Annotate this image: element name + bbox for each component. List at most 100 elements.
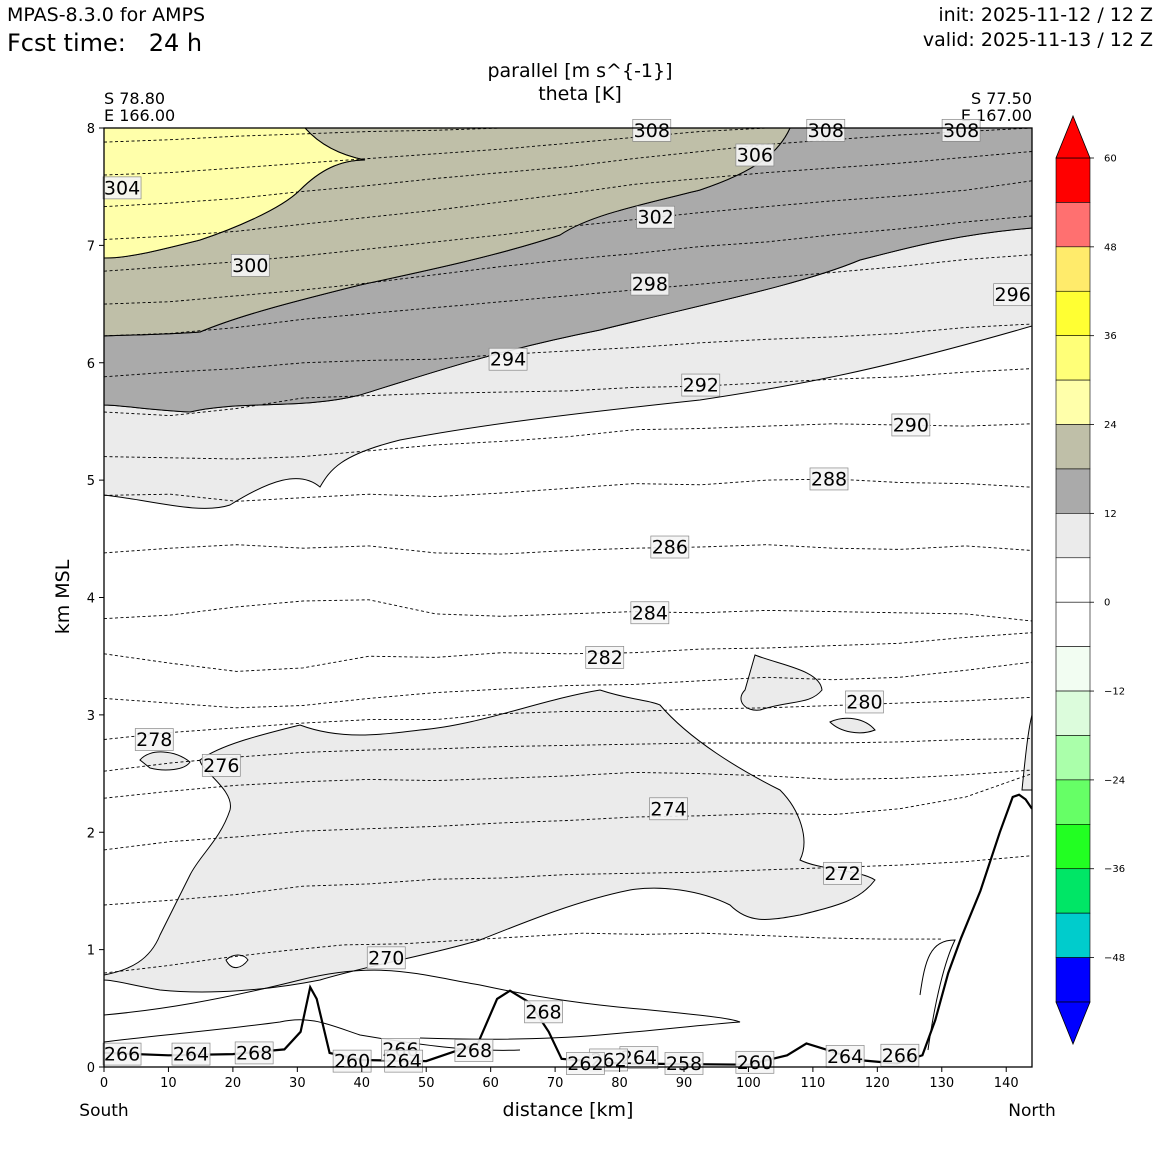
x-tick-label: 0 [100,1076,108,1091]
forecast-time: Fcst time: 24 h [7,29,203,57]
low-wind-contour-b [104,1019,521,1051]
theta-label-13: 286 [650,535,690,559]
y-tick-label: 1 [87,944,95,959]
theta-line-7 [104,632,1032,672]
theta-label-text: 270 [368,947,404,969]
theta-label-text: 296 [995,284,1031,306]
fill-small-blob-right [740,654,823,711]
theta-line-9 [104,544,1032,555]
theta-label-text: 268 [456,1040,492,1062]
theta-label-27: 266 [880,1043,920,1067]
x-tick-label: 50 [418,1076,435,1091]
y-axis-ticks: 0 1 2 3 4 5 6 7 8 [87,122,104,1076]
x-tick-label: 90 [676,1076,693,1091]
theta-label-text: 268 [525,1001,561,1023]
theta-label-14: 284 [630,601,670,624]
theta-label-text: 304 [104,177,140,199]
theta-label-text: 308 [634,120,670,142]
y-tick-label: 3 [87,709,95,724]
x-tick-label: 40 [354,1076,371,1091]
theta-label-text: 290 [893,414,929,436]
theta-label-text: 272 [824,863,860,885]
right-endpoint-lat: S 77.50 [970,89,1032,108]
init-time: init: 2025-11-12 / 12 Z [938,4,1153,26]
theta-line-1 [104,855,1032,906]
low-wind-contour-c [919,939,956,1051]
theta-label-text: 274 [650,798,686,820]
x-axis-label: distance [km] [502,1099,634,1121]
chart-title: parallel [m s^{-1}] [487,60,673,82]
theta-label-8: 296 [993,283,1033,306]
y-tick-label: 0 [87,1061,95,1076]
theta-label-3: 306 [735,143,775,166]
fill-low-level-jet [104,689,876,993]
theta-label-9: 294 [488,347,528,371]
theta-label-19: 274 [649,797,688,820]
left-endpoint-lat: S 78.80 [104,89,166,108]
wind-speed-fills [104,128,1032,1051]
y-tick-label: 7 [87,239,95,254]
theta-label-text: 276 [203,755,239,777]
theta-line-5 [104,696,1032,740]
theta-label-22: 268 [524,1000,563,1023]
theta-label-1: 308 [806,118,846,142]
theta-label-4: 304 [102,176,142,199]
theta-label-24: 268 [234,1041,274,1064]
x-axis-ticks: 0 10 20 30 40 50 60 70 80 90 100 110 120 130 140 [100,1067,1019,1091]
theta-line-10 [104,478,1032,502]
fill-blob-near-ground [225,954,249,968]
low-wind-contour-a [104,969,741,1040]
theta-label-text: 264 [386,1051,422,1073]
theta-label-text: 268 [236,1042,272,1064]
theta-label-text: 308 [808,120,844,142]
x-tick-label: 30 [289,1076,306,1091]
theta-label-33: 262 [566,1052,605,1075]
theta-label-21: 270 [366,946,406,969]
direction-south: South [79,1101,129,1121]
y-tick-label: 5 [87,474,95,489]
chart-subtitle: theta [K] [538,83,622,105]
theta-label-text: 262 [567,1053,603,1075]
theta-label-text: 292 [683,375,719,397]
left-endpoint-lon: E 166.00 [104,106,176,125]
x-tick-label: 100 [736,1076,761,1091]
theta-labels: 308 308 308 306 304 302 300 298 296 294 292 290 288 2… [102,118,1033,1075]
theta-label-text: 294 [490,349,526,371]
fill-right-sliver [1021,714,1032,791]
theta-label-25: 266 [102,1042,142,1066]
theta-line-17 [104,151,1032,240]
theta-label-36: 258 [664,1052,704,1075]
theta-label-23: 268 [454,1039,494,1062]
theta-line-6 [104,661,1032,709]
x-tick-label: 110 [800,1076,825,1091]
theta-label-text: 286 [652,537,688,559]
theta-label-10: 292 [681,373,721,397]
theta-label-text: 264 [621,1047,657,1069]
theta-label-2: 308 [941,118,981,142]
theta-label-16: 280 [845,690,884,713]
theta-label-text: 278 [136,729,172,751]
x-tick-label: 20 [225,1076,242,1091]
theta-line-4 [104,737,1032,772]
fill-30-band [104,128,366,259]
theta-line-2 [104,773,1032,851]
fill-small-blob-left [139,751,191,771]
theta-label-20: 272 [823,861,862,885]
model-title: MPAS-8.3.0 for AMPS [7,4,206,26]
theta-label-7: 298 [630,272,670,296]
x-tick-label: 80 [611,1076,628,1091]
theta-line-15 [104,215,1032,305]
valid-time: valid: 2025-11-13 / 12 Z [922,29,1153,51]
y-tick-label: 6 [87,357,95,372]
theta-label-text: 266 [882,1045,918,1067]
theta-label-5: 302 [636,205,675,229]
theta-label-15: 282 [585,646,625,669]
x-tick-label: 10 [160,1076,177,1091]
x-tick-label: 70 [547,1076,564,1091]
theta-label-0: 308 [632,118,672,142]
theta-label-18: 276 [201,753,241,777]
theta-line-14 [104,254,1032,337]
y-tick-label: 4 [87,592,95,607]
theta-label-text: 282 [587,647,623,669]
